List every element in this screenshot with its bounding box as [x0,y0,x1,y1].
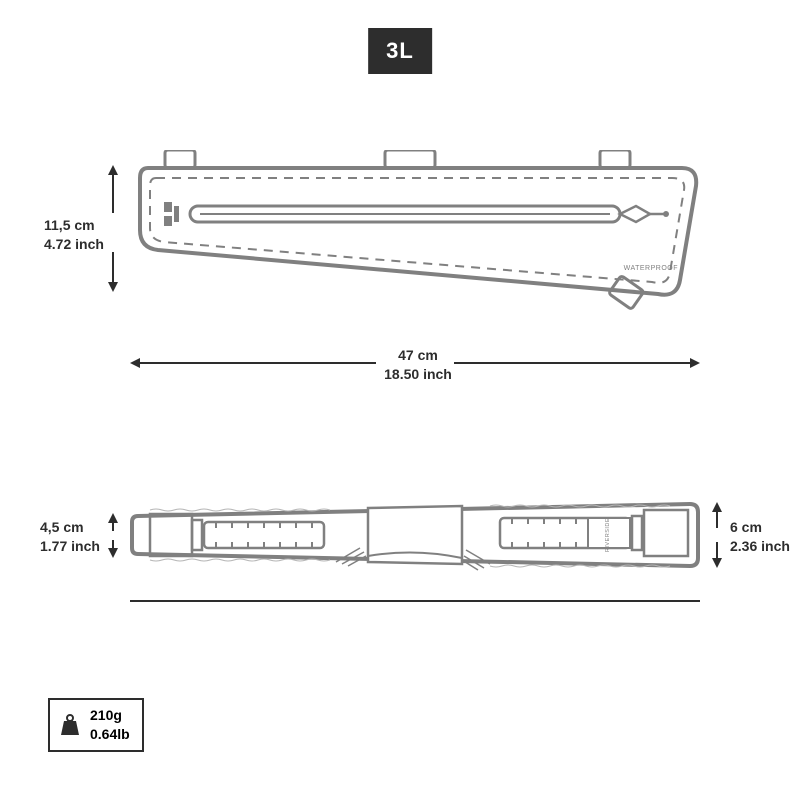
weight-g: 210g [90,707,122,723]
top-left-height-cm: 4,5 cm [40,519,84,535]
weight-icon [58,713,82,737]
dim-arrow-horizontal [454,362,692,364]
side-height-cm: 11,5 cm [44,217,95,233]
arrow-head [108,282,118,292]
side-view-diagram: WATERPROOF [130,150,700,320]
top-right-height-cm: 6 cm [730,519,762,535]
side-height-label: 11,5 cm 4.72 inch [44,216,104,254]
arrow-head [108,548,118,558]
dim-arrow-vertical [716,510,718,528]
dim-arrow-vertical [112,521,114,531]
dim-arrow-vertical [112,173,114,213]
side-width-label: 47 cm 18.50 inch [380,346,456,384]
capacity-badge: 3L [368,28,432,74]
baseline [130,600,700,602]
brand-label: RIVERSIDE [605,518,611,552]
waterproof-label: WATERPROOF [624,265,678,272]
arrow-head [690,358,700,368]
dim-arrow-horizontal [138,362,376,364]
side-width-inch: 18.50 inch [384,366,452,382]
top-left-height-label: 4,5 cm 1.77 inch [40,518,100,556]
side-width-cm: 47 cm [398,347,438,363]
top-right-height-inch: 2.36 inch [730,538,790,554]
dim-arrow-vertical [112,252,114,284]
weight-box: 210g 0.64lb [48,698,144,752]
top-left-height-inch: 1.77 inch [40,538,100,554]
side-height-inch: 4.72 inch [44,236,104,252]
arrow-head [712,558,722,568]
top-view-diagram: RIVERSIDE [130,490,700,580]
top-right-height-label: 6 cm 2.36 inch [730,518,790,556]
weight-lb: 0.64lb [90,726,130,742]
